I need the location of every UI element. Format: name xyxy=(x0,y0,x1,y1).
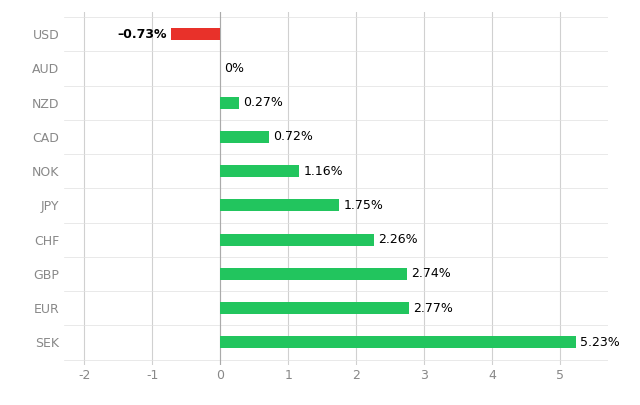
Text: 0%: 0% xyxy=(225,62,244,75)
Text: 1.16%: 1.16% xyxy=(303,165,343,178)
Bar xyxy=(220,131,269,143)
Text: 0.27%: 0.27% xyxy=(243,96,283,109)
Bar xyxy=(220,97,239,109)
Bar xyxy=(220,165,300,177)
Text: 5.23%: 5.23% xyxy=(580,336,620,349)
Text: 0.72%: 0.72% xyxy=(273,130,314,143)
Bar xyxy=(220,337,576,348)
Bar xyxy=(220,234,374,246)
Text: 1.75%: 1.75% xyxy=(344,199,383,212)
Text: 2.26%: 2.26% xyxy=(378,233,418,246)
Text: –0.73%: –0.73% xyxy=(117,28,166,40)
Bar xyxy=(220,302,409,314)
Text: 2.77%: 2.77% xyxy=(413,302,452,315)
Bar xyxy=(220,199,339,211)
Bar xyxy=(171,28,220,40)
Bar xyxy=(220,268,407,280)
Text: 2.74%: 2.74% xyxy=(411,267,451,281)
